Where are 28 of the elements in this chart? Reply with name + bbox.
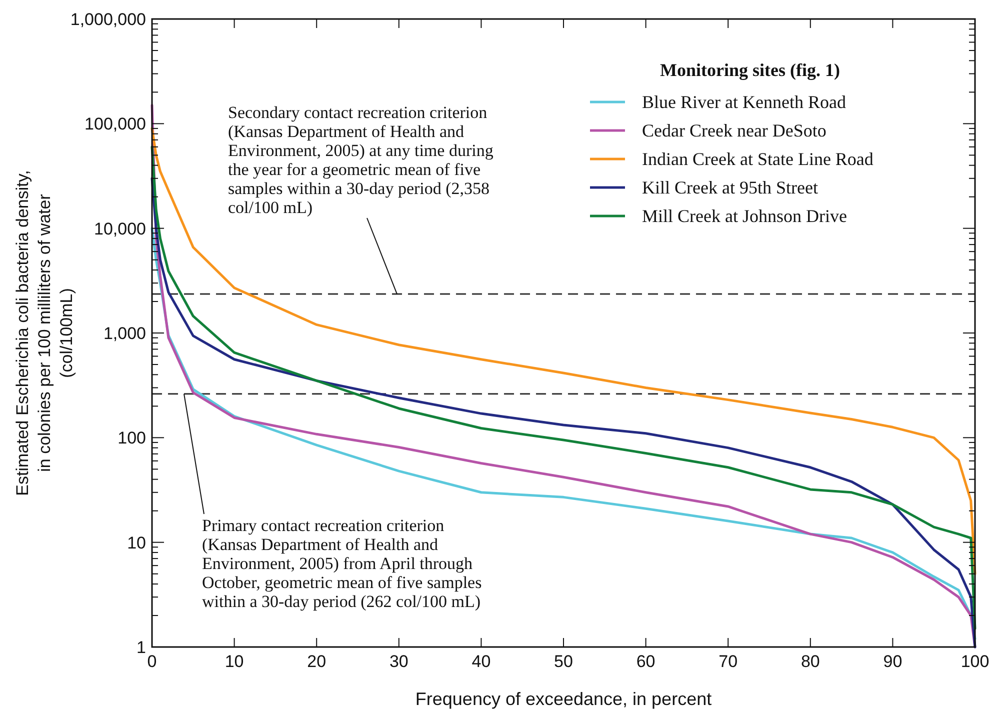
legend-label: Mill Creek at Johnson Drive <box>642 206 847 226</box>
x-axis-title: Frequency of exceedance, in percent <box>415 689 712 709</box>
x-tick-label: 60 <box>636 652 656 671</box>
x-tick-label: 100 <box>960 652 989 671</box>
x-tick-label: 0 <box>147 652 157 671</box>
legend-label: Indian Creek at State Line Road <box>642 149 874 169</box>
legend-title: Monitoring sites (fig. 1) <box>660 60 840 80</box>
x-tick-label: 30 <box>389 652 408 671</box>
legend-label: Kill Creek at 95th Street <box>642 178 818 198</box>
y-axis-title: Estimated Escherichia coli bacteria density, in colonies per 100 milliliters of water (col/100mL) <box>13 170 76 496</box>
legend-label: Cedar Creek near DeSoto <box>642 120 826 140</box>
y-tick-label: 1 <box>136 638 146 657</box>
y-tick-label: 100 <box>118 428 146 448</box>
legend-label: Blue River at Kenneth Road <box>642 92 846 112</box>
x-tick-label: 20 <box>307 652 326 671</box>
ref-line-label: Secondary contact recreation criterion (Kansas Department of Health and Environment, 2005) at any time during the year for a geometric mean of five samples within a 30-day period (2,358 col/100 mL) <box>228 103 494 217</box>
y-tick-label: 100,000 <box>84 114 146 134</box>
x-tick-label: 70 <box>718 652 738 671</box>
y-tick-label: 1,000,000 <box>70 10 146 29</box>
y-tick-label: 10,000 <box>94 219 146 238</box>
x-tick-label: 10 <box>224 652 244 671</box>
x-tick-label: 90 <box>883 652 902 671</box>
x-tick-label: 80 <box>800 652 820 671</box>
ref-line-label: Primary contact recreation criterion (Kansas Department of Health and Environment, 2005) from April through October, geometric mean of five samples within a 30-day period (262 col/100 mL) <box>202 516 482 611</box>
x-tick-label: 50 <box>554 652 573 671</box>
x-tick-label: 40 <box>472 652 491 671</box>
y-tick-label: 10 <box>127 533 146 552</box>
y-tick-label: 1,000 <box>103 324 146 343</box>
